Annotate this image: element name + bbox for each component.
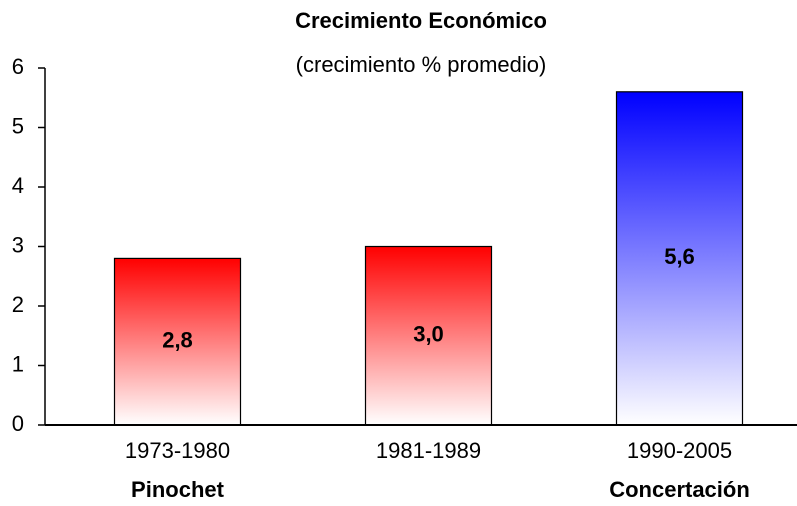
group-label: Concertación [609, 477, 750, 502]
chart-subtitle: (crecimiento % promedio) [296, 52, 547, 77]
x-tick-label: 1990-2005 [627, 438, 732, 463]
value-label: 5,6 [664, 244, 695, 269]
chart-title: Crecimiento Económico [295, 8, 547, 33]
bar [615, 91, 744, 426]
bar [113, 257, 242, 426]
x-tick-label: 1973-1980 [125, 438, 230, 463]
y-tick-label: 3 [12, 232, 24, 257]
y-tick-label: 0 [12, 411, 24, 436]
y-tick-label: 1 [12, 351, 24, 376]
y-tick-label: 6 [12, 54, 24, 79]
value-label: 2,8 [162, 328, 193, 353]
y-tick-label: 4 [12, 173, 24, 198]
y-tick-label: 2 [12, 292, 24, 317]
x-tick-label: 1981-1989 [376, 438, 481, 463]
group-label: Pinochet [131, 477, 225, 502]
value-label: 3,0 [413, 322, 444, 347]
bar [364, 245, 493, 426]
y-tick-label: 5 [12, 113, 24, 138]
